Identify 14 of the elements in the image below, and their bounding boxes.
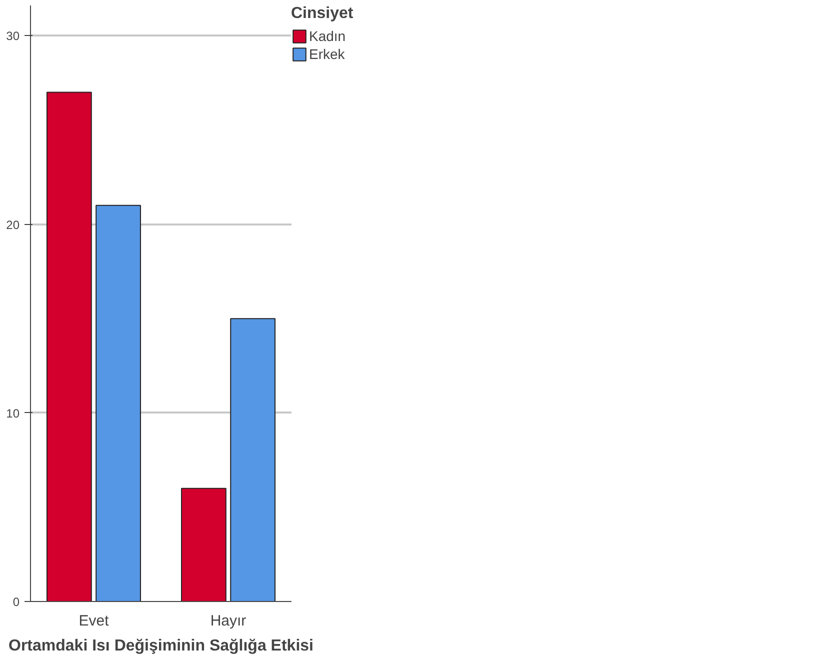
bar — [230, 318, 276, 602]
y-tick-label: 10 — [6, 406, 20, 420]
bar — [181, 488, 226, 602]
y-tick-label: 20 — [6, 218, 20, 232]
x-tick-label: Hayır — [210, 612, 246, 630]
x-axis-title: Ortamdaki Isı Değişiminin Sağlığa Etkisi — [8, 638, 314, 654]
legend-label: Kadın — [309, 28, 346, 44]
legend-title: Cinsiyet — [291, 5, 354, 23]
x-tick-label: Evet — [78, 612, 110, 630]
legend-label: Erkek — [309, 46, 345, 62]
bar — [96, 204, 141, 602]
bar — [46, 92, 92, 602]
y-tick-label: 0 — [12, 595, 20, 609]
y-tick-label: 30 — [6, 29, 20, 44]
